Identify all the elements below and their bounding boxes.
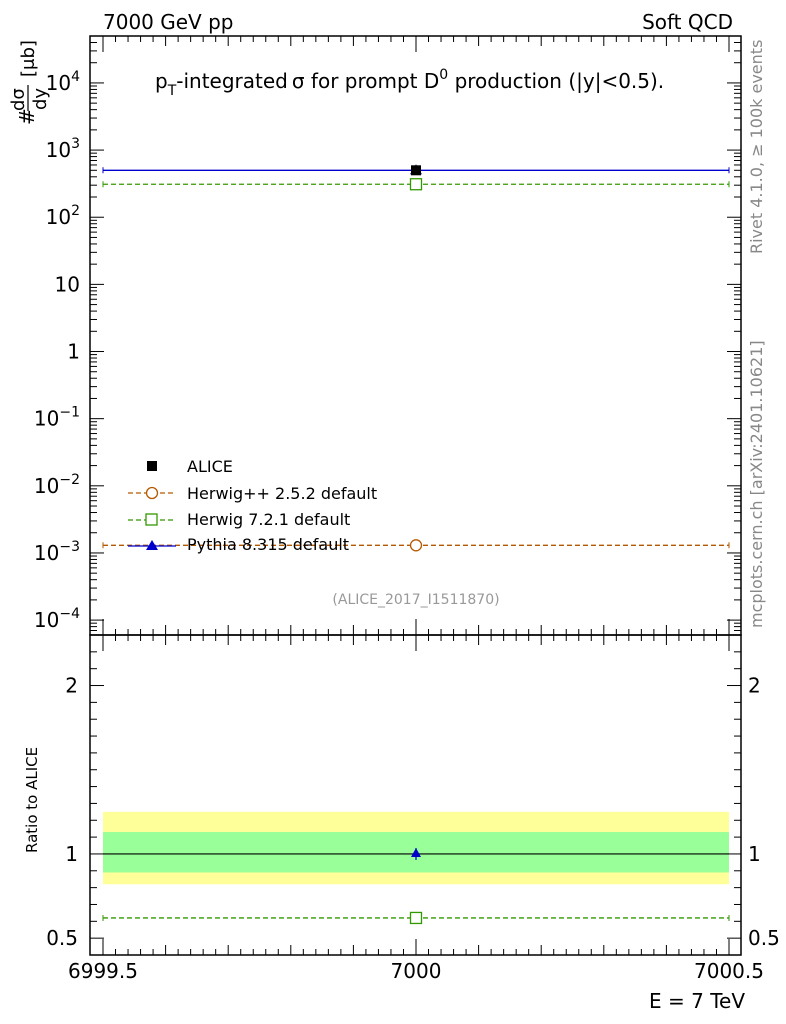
- ratio-frame: [89, 634, 742, 956]
- side-label-bottom: mcplots.cern.ch [arXiv:2401.10621]: [747, 340, 766, 628]
- ratio-y-tick-label-right: 0.5: [748, 926, 780, 950]
- legend-herwig7-label: Herwig 7.2.1 default: [187, 510, 350, 529]
- main-y-tick-label: 10−4: [34, 606, 80, 632]
- main-y-tick-label: 104: [46, 69, 80, 95]
- main-y-tick-exponent: −3: [59, 539, 80, 555]
- ratio-marker-1: [409, 911, 423, 925]
- title-sigma: σ: [292, 69, 305, 93]
- side-label-top: Rivet 4.1.0, ≥ 100k events: [747, 40, 766, 254]
- ratio-y-tick-label-right: 2: [748, 674, 761, 698]
- legend-herwig7-marker: [145, 513, 158, 526]
- main-y-tick-exponent: −1: [59, 405, 80, 421]
- main-y-tick-base: 10: [46, 205, 71, 229]
- title-production: production (|y|<0.5).: [448, 69, 664, 93]
- x-tick-label: 7000: [391, 959, 442, 983]
- main-y-tick-base: 10: [34, 407, 59, 431]
- header-left-label: 7000 GeV pp: [103, 10, 234, 34]
- main-y-tick-exponent: 4: [71, 69, 80, 85]
- main-y-tick-label: 10−2: [34, 472, 80, 498]
- main-y-tick-base: 1: [67, 340, 80, 364]
- analysis-tag: (ALICE_2017_I1511870): [332, 592, 499, 608]
- ylabel-unit: [μb]: [18, 40, 39, 77]
- ratio-panel: [102, 811, 730, 925]
- ratio-marker-2: [411, 847, 421, 857]
- main-y-tick-exponent: −2: [59, 472, 80, 488]
- x-axis-label: E = 7 TeV: [649, 989, 745, 1013]
- main-y-tick-base: 10: [34, 474, 59, 498]
- ylabel-denominator: dy: [30, 88, 51, 110]
- legend: ALICE Herwig++ 2.5.2 default Herwig 7.2.…: [128, 457, 377, 554]
- main-y-tick-label: 10−3: [34, 539, 80, 565]
- x-tick-label: 6999.5: [68, 959, 138, 983]
- main-y-tick-base: 10: [34, 541, 59, 565]
- main-marker-0: [409, 539, 423, 552]
- ratio-ylabel: Ratio to ALICE: [23, 747, 41, 853]
- main-y-tick-exponent: −4: [59, 606, 80, 622]
- ratio-y-tick-label-left: 1: [65, 842, 78, 866]
- title-p: p: [155, 69, 168, 93]
- main-y-tick-exponent: 3: [71, 136, 80, 152]
- main-y-tick-base: 10: [46, 138, 71, 162]
- main-marker-1: [409, 178, 423, 191]
- ratio-y-tick-label-left: 0.5: [46, 926, 78, 950]
- chart-title: pT-integrated σ for prompt D0 production …: [155, 67, 664, 99]
- ratio-y-tick-label-left: 2: [65, 674, 78, 698]
- title-integrated: -integrated: [176, 69, 288, 93]
- main-y-tick-label: 103: [46, 136, 80, 162]
- legend-pythia-label: Pythia 8.315 default: [187, 535, 349, 554]
- ratio-y-tick-label-right: 1: [748, 842, 761, 866]
- main-y-tick-label: 102: [46, 203, 80, 229]
- main-y-tick-base: 10: [34, 608, 59, 632]
- main-y-tick-label: 1: [67, 340, 80, 364]
- ylabel-numerator: dσ: [8, 88, 29, 111]
- ylabel-hash: #: [15, 108, 39, 125]
- alice-data-point: [411, 165, 421, 176]
- legend-pythia-marker: [146, 540, 158, 550]
- x-tick-label: 7000.5: [694, 959, 764, 983]
- main-series-lines: [102, 164, 730, 552]
- main-ylabel: # dσ dy [μb]: [8, 40, 51, 125]
- title-prompt-d: for prompt D: [305, 69, 440, 93]
- title-sub-t: T: [167, 83, 177, 99]
- legend-alice-label: ALICE: [187, 457, 233, 476]
- main-y-tick-exponent: 2: [71, 203, 80, 219]
- legend-alice-marker: [147, 461, 157, 471]
- main-y-tick-base: 10: [46, 71, 71, 95]
- main-y-tick-base: 10: [55, 272, 80, 296]
- main-y-tick-label: 10: [55, 272, 80, 296]
- title-sup-zero: 0: [439, 67, 448, 83]
- legend-herwigpp-label: Herwig++ 2.5.2 default: [187, 484, 377, 503]
- header-right-label: Soft QCD: [642, 10, 733, 34]
- main-y-tick-label: 10−1: [34, 405, 80, 431]
- legend-herwigpp-marker: [145, 486, 159, 500]
